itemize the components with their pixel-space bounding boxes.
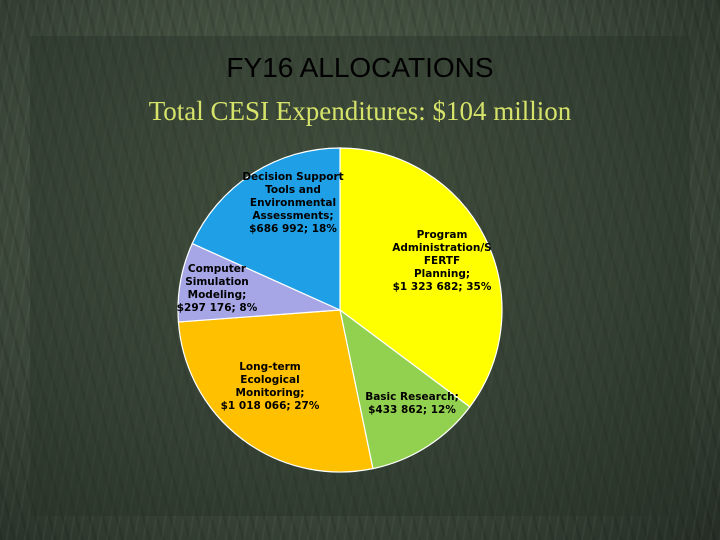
slice-label-line: Modeling; bbox=[188, 289, 247, 301]
slide-subtitle: Total CESI Expenditures: $104 million bbox=[148, 96, 572, 126]
slice-label-line: Planning; bbox=[414, 268, 470, 280]
slice-label-line: $686 992; 18% bbox=[249, 223, 337, 235]
slice-label-line: $1 018 066; 27% bbox=[221, 400, 320, 412]
slice-label-2: Long-term Ecological Monitoring; $1 018 066… bbox=[221, 361, 320, 412]
slice-label-line: Computer bbox=[188, 263, 247, 275]
slice-label-line: FERTF bbox=[424, 255, 460, 267]
slice-label-line: Decision Support bbox=[242, 171, 343, 183]
slice-label-line: Tools and bbox=[265, 184, 321, 196]
slice-label-line: Ecological bbox=[240, 374, 299, 386]
slice-label-line: Basic Research; bbox=[365, 391, 459, 403]
slice-label-line: $297 176; 8% bbox=[177, 302, 258, 314]
slice-label-line: Administration/S bbox=[392, 242, 492, 254]
slice-label-line: Assessments; bbox=[252, 210, 333, 222]
slice-label-3: Computer Simulation Modeling; $297 176; 8% bbox=[177, 263, 258, 314]
slice-label-0: Program Administration/S FERTF Planning; $1 … bbox=[392, 229, 492, 293]
pie-slice-0 bbox=[339, 147, 503, 408]
slice-label-line: Simulation bbox=[185, 276, 249, 288]
slice-label-1: Basic Research; $433 862; 12% bbox=[365, 391, 459, 416]
slice-label-line: Environmental bbox=[250, 197, 336, 209]
pie-slice-4 bbox=[191, 147, 341, 311]
slice-label-line: Long-term bbox=[239, 361, 301, 373]
pie-slice-1 bbox=[339, 308, 471, 470]
slice-label-line: Monitoring; bbox=[236, 387, 305, 399]
slice-label-4: Decision Support Tools and Environmental As… bbox=[242, 171, 343, 235]
slice-label-line: $433 862; 12% bbox=[368, 404, 456, 416]
slide-title: FY16 ALLOCATIONS bbox=[226, 52, 494, 83]
pie-slice-2 bbox=[177, 309, 374, 473]
slice-label-line: Program bbox=[417, 229, 468, 241]
slice-label-line: $1 323 682; 35% bbox=[393, 281, 492, 293]
